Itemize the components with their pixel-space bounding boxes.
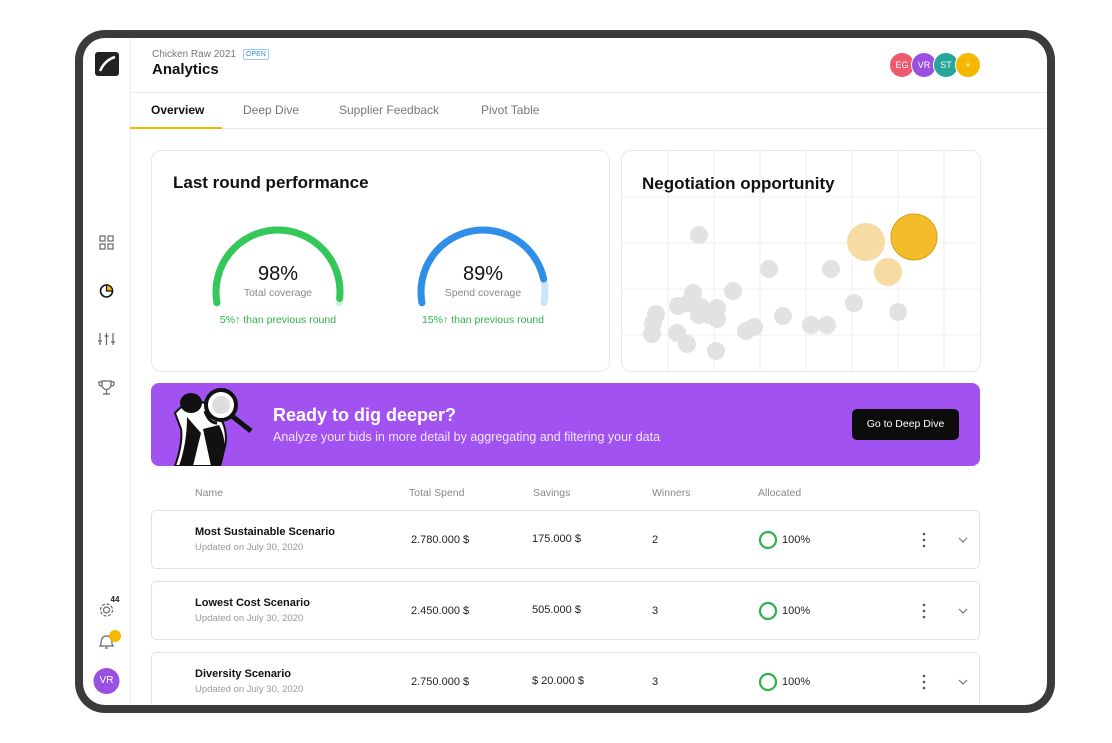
column-header: Winners	[652, 487, 691, 499]
table-row[interactable]: Most Sustainable Scenario Updated on July…	[151, 510, 980, 569]
nav-icons	[98, 235, 115, 649]
menu-dot	[922, 544, 926, 548]
menu-dot	[922, 609, 926, 613]
illustration	[173, 388, 253, 466]
deep-dive-button[interactable]: Go to Deep Dive	[852, 409, 959, 440]
app: 44 VR Chicken Raw 2021 OPEN Analytics La…	[83, 38, 1047, 705]
allocation-ring	[758, 601, 778, 621]
menu-dot	[922, 532, 926, 536]
updated-date: Updated on July 30, 2020	[195, 542, 304, 553]
allocation-ring	[758, 530, 778, 550]
tab[interactable]: Pivot Table	[481, 103, 540, 117]
menu-dot	[922, 674, 926, 678]
active-tab-indicator	[130, 127, 222, 129]
expand-chevron	[958, 537, 968, 543]
badge	[109, 630, 121, 642]
gauge-change: 15%↑ than previous round	[422, 314, 544, 326]
screen: 44 VR Chicken Raw 2021 OPEN Analytics La…	[83, 38, 1047, 705]
opportunity-card	[621, 150, 981, 372]
header-divider	[130, 92, 1047, 93]
menu-dot	[922, 615, 926, 619]
menu-dot	[922, 603, 926, 607]
allocation-ring	[758, 672, 778, 692]
updated-date: Updated on July 30, 2020	[195, 684, 304, 695]
notification-count: 44	[110, 595, 120, 604]
banner-text: Analyze your bids in more detail by aggr…	[273, 430, 661, 444]
allocated: 100%	[782, 605, 811, 617]
total-spend: 2.750.000 $	[411, 676, 470, 688]
avatar[interactable]: +	[955, 52, 981, 78]
menu-dot	[922, 680, 926, 684]
bubble-chart	[622, 151, 980, 371]
table-row[interactable]: Lowest Cost Scenario Updated on July 30, …	[151, 581, 980, 640]
tab[interactable]: Deep Dive	[243, 103, 300, 117]
logo-mark	[98, 55, 116, 72]
column-header: Name	[195, 487, 224, 499]
user-initials: VR	[99, 675, 114, 686]
scenario-name: Lowest Cost Scenario	[195, 597, 310, 609]
winners: 3	[652, 605, 659, 617]
winners: 3	[652, 676, 659, 688]
column-header: Savings	[533, 487, 571, 499]
project-name: Chicken Raw 2021	[152, 49, 236, 60]
status-badge: OPEN	[243, 49, 269, 60]
tab[interactable]: Supplier Feedback	[339, 103, 440, 117]
sidebar	[93, 52, 121, 694]
row-icons	[758, 530, 968, 550]
tab[interactable]: Overview	[151, 103, 205, 117]
page-title: Analytics	[152, 61, 219, 78]
column-header: Allocated	[758, 487, 802, 499]
row-icons	[758, 601, 968, 621]
gauge-value: 89%	[462, 263, 504, 285]
savings: 505.000 $	[532, 604, 581, 616]
table-row[interactable]: Diversity Scenario Updated on July 30, 20…	[151, 652, 980, 705]
savings: $ 20.000 $	[532, 675, 584, 687]
sidebar-divider	[130, 38, 131, 705]
scenario-name: Most Sustainable Scenario	[195, 526, 335, 538]
allocated: 100%	[782, 534, 811, 546]
expand-chevron	[958, 608, 968, 614]
column-header: Total Spend	[409, 487, 465, 499]
savings: 175.000 $	[532, 533, 581, 545]
tabs-divider	[130, 128, 1047, 129]
gauge-arc	[417, 226, 548, 307]
total-spend: 2.780.000 $	[411, 534, 470, 546]
card-title: Negotiation opportunity	[642, 174, 835, 193]
updated-date: Updated on July 30, 2020	[195, 613, 304, 624]
scenario-name: Diversity Scenario	[195, 668, 291, 680]
gauge-change: 5%↑ than previous round	[219, 314, 337, 326]
row-icons	[758, 672, 968, 692]
banner	[151, 383, 980, 466]
avatar[interactable]: EG	[889, 52, 915, 78]
winners: 2	[652, 534, 659, 546]
menu-dot	[922, 538, 926, 542]
gauge-arc	[212, 226, 344, 307]
gauges	[212, 226, 549, 307]
menu-dot	[922, 686, 926, 690]
allocated: 100%	[782, 676, 811, 688]
user-avatar[interactable]	[93, 668, 120, 694]
gauge-caption: Total coverage	[243, 287, 313, 299]
gauge-caption: Spend coverage	[444, 287, 522, 299]
expand-chevron	[958, 679, 968, 685]
total-spend: 2.450.000 $	[411, 605, 470, 617]
bubbles	[643, 213, 938, 360]
gauge-value: 98%	[257, 263, 299, 285]
grid	[622, 151, 980, 371]
card-title: Last round performance	[173, 173, 369, 192]
banner-title: Ready to dig deeper?	[273, 405, 457, 425]
